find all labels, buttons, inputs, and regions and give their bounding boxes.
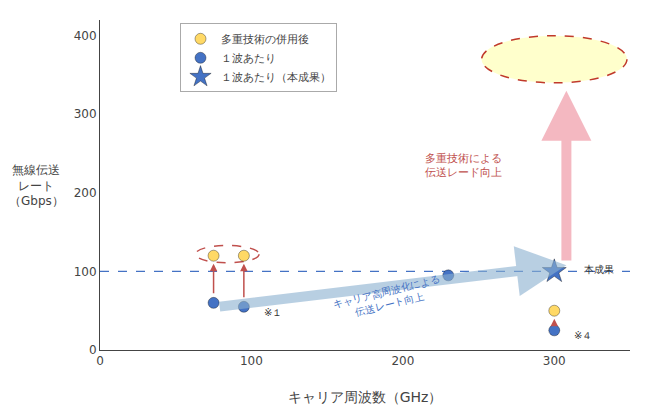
svg-text:キャリア周波数（GHz）: キャリア周波数（GHz） [288, 389, 443, 405]
svg-text:0: 0 [96, 354, 104, 368]
svg-text:※４: ※４ [574, 330, 592, 341]
svg-text:200: 200 [74, 186, 97, 200]
svg-text:※１: ※１ [264, 307, 282, 318]
svg-text:200: 200 [391, 354, 414, 368]
svg-text:多重技術による伝送レード向上: 多重技術による伝送レード向上 [425, 152, 502, 179]
svg-text:400: 400 [74, 29, 97, 43]
svg-text:１波あたり（本成果）: １波あたり（本成果） [221, 71, 331, 84]
svg-text:0: 0 [89, 343, 97, 357]
svg-text:300: 300 [543, 354, 566, 368]
svg-text:300: 300 [74, 107, 97, 121]
svg-text:100: 100 [74, 265, 97, 279]
svg-text:１波あたり: １波あたり [221, 52, 276, 65]
svg-text:本成果: 本成果 [584, 264, 614, 275]
svg-text:多重技術の併用後: 多重技術の併用後 [221, 33, 309, 46]
svg-text:キャリア高周波化による伝送レート向上: キャリア高周波化による伝送レート向上 [332, 273, 445, 323]
svg-text:無線伝送レート（Gbps）: 無線伝送レート（Gbps） [9, 163, 64, 208]
svg-text:100: 100 [240, 354, 263, 368]
